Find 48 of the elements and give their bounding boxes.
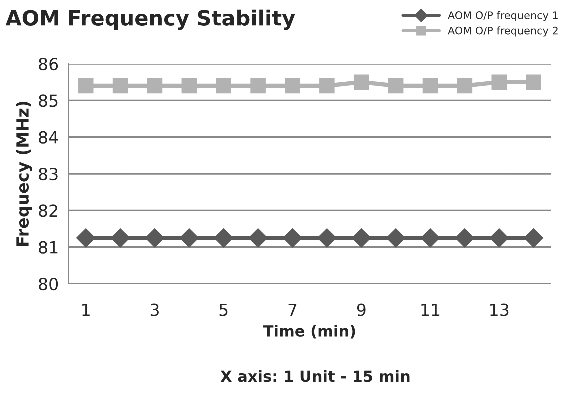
point: [283, 228, 302, 248]
point: [490, 228, 509, 248]
y-tick-label: 83: [39, 168, 58, 181]
point: [248, 228, 268, 248]
point: [492, 74, 508, 90]
point: [112, 78, 128, 94]
point: [422, 78, 438, 94]
y-tick-label: 81: [39, 241, 58, 254]
y-tick-label: 84: [39, 131, 58, 144]
y-tick-label: 80: [39, 278, 58, 291]
y-axis-title: Frequecy (MHz): [16, 102, 32, 246]
x-tick-label: 5: [220, 304, 228, 316]
point: [216, 78, 232, 94]
chart-title: AOM Frequency Stability: [6, 10, 296, 30]
point: [250, 78, 266, 94]
point: [145, 228, 165, 248]
point: [214, 228, 234, 248]
x-tick-label: 11: [422, 304, 440, 316]
point: [285, 78, 300, 94]
point: [526, 74, 542, 90]
point: [320, 78, 335, 94]
point: [182, 78, 198, 94]
point: [455, 228, 474, 248]
x-tick-label: 9: [357, 304, 366, 316]
x-axis-title: Time (min): [263, 325, 356, 339]
point: [524, 228, 544, 248]
y-tick-label: 82: [39, 204, 58, 218]
legend-label: AOM O/P frequency 2: [448, 26, 558, 37]
point: [457, 78, 473, 94]
y-tick-label: 86: [39, 58, 58, 71]
point: [318, 228, 337, 248]
point: [420, 228, 440, 248]
point: [386, 228, 406, 248]
point: [76, 228, 96, 248]
point: [111, 228, 130, 248]
point: [352, 228, 372, 248]
legend-label: AOM O/P frequency 1: [448, 11, 558, 22]
x-tick-label: 7: [288, 304, 297, 316]
y-tick-label: 85: [39, 94, 58, 108]
text: X axis: 1 Unit - 15 min: [220, 370, 410, 382]
x-tick-label: 13: [490, 304, 509, 316]
point: [180, 228, 199, 248]
point: [354, 74, 370, 90]
point: [147, 78, 163, 94]
point: [78, 78, 94, 94]
x-tick-label: 3: [150, 304, 159, 316]
x-tick-label: 1: [82, 304, 90, 316]
point: [388, 78, 404, 94]
